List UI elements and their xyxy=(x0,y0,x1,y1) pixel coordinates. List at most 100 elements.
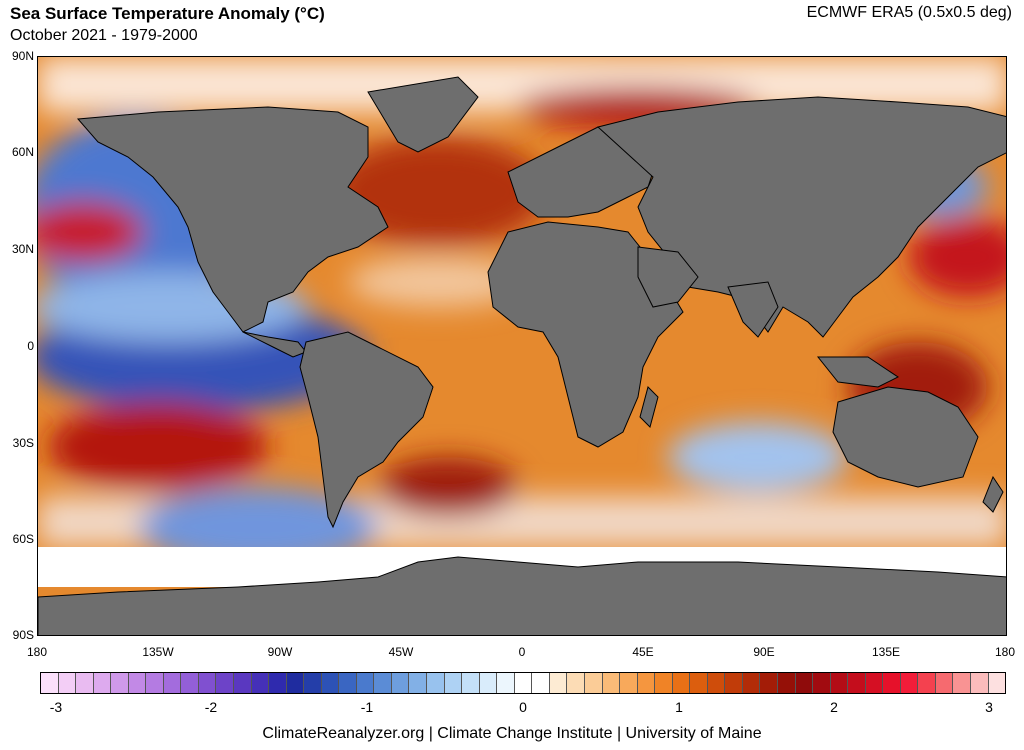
colorbar-cell xyxy=(216,673,235,693)
colorbar-cell xyxy=(830,673,849,693)
colorbar xyxy=(40,672,1006,694)
new-zealand xyxy=(982,475,1004,513)
lon-label-90w: 90W xyxy=(267,645,293,659)
india xyxy=(727,281,779,338)
lat-label-90s: 90S xyxy=(12,628,34,642)
colorbar-cell xyxy=(391,673,410,693)
greenland xyxy=(367,76,479,153)
colorbar-label-3: 3 xyxy=(985,699,993,715)
lat-label-60s: 60S xyxy=(12,532,34,546)
colorbar-cell xyxy=(549,673,568,693)
colorbar-cell xyxy=(356,673,375,693)
africa xyxy=(487,221,684,448)
colorbar-cell xyxy=(163,673,182,693)
lon-label-90e: 90E xyxy=(753,645,775,659)
colorbar-cell xyxy=(988,673,1006,693)
colorbar-cell xyxy=(128,673,147,693)
colorbar-cell xyxy=(584,673,603,693)
colorbar-cell xyxy=(883,673,901,693)
colorbar-cell xyxy=(497,673,515,693)
colorbar-label-neg3: -3 xyxy=(49,699,63,715)
colorbar-cell xyxy=(514,673,533,693)
colorbar-cell xyxy=(41,673,59,693)
europe xyxy=(507,126,659,218)
colorbar-cell xyxy=(935,673,954,693)
colorbar-cell xyxy=(900,673,919,693)
north-america xyxy=(76,106,389,333)
colorbar-cell xyxy=(76,673,94,693)
lon-label-45w: 45W xyxy=(388,645,414,659)
colorbar-cell xyxy=(567,673,585,693)
colorbar-label-neg1: -1 xyxy=(360,699,374,715)
madagascar xyxy=(639,386,659,428)
colorbar-cell xyxy=(251,673,270,693)
colorbar-cell xyxy=(479,673,498,693)
colorbar-cell xyxy=(234,673,252,693)
colorbar-cell xyxy=(532,673,550,693)
atlantic-pale-band xyxy=(348,257,528,307)
colorbar-cell xyxy=(339,673,357,693)
south-america xyxy=(299,331,434,529)
lat-label-30n: 30N xyxy=(11,242,34,256)
colorbar-cell xyxy=(707,673,726,693)
colorbar-cell xyxy=(725,673,743,693)
colorbar-cell xyxy=(953,673,971,693)
colorbar-cell xyxy=(269,673,287,693)
lat-label-60n: 60N xyxy=(11,145,34,159)
colorbar-cell xyxy=(655,673,673,693)
antarctica xyxy=(38,556,1006,635)
colorbar-cell xyxy=(146,673,164,693)
colorbar-cell xyxy=(918,673,936,693)
colorbar-cell xyxy=(444,673,463,693)
lon-label-135e: 135E xyxy=(871,645,901,659)
colorbar-cell xyxy=(637,673,656,693)
colorbar-cell xyxy=(777,673,796,693)
lon-label-135w: 135W xyxy=(142,645,174,659)
colorbar-label-neg2: -2 xyxy=(204,699,218,715)
colorbar-label-1: 1 xyxy=(675,699,683,715)
lon-label-45e: 45E xyxy=(632,645,654,659)
ne-pacific-warm-blob xyxy=(38,202,143,262)
colorbar-cell xyxy=(286,673,305,693)
south-atlantic-warm xyxy=(378,457,518,517)
colorbar-cell xyxy=(813,673,831,693)
colorbar-label-2: 2 xyxy=(830,699,838,715)
colorbar-cell xyxy=(760,673,778,693)
lon-label-180e: 180 xyxy=(994,645,1016,659)
nw-pacific-warm xyxy=(908,217,1006,297)
colorbar-cell xyxy=(620,673,638,693)
colorbar-cell xyxy=(409,673,428,693)
lon-label-0: 0 xyxy=(518,645,526,659)
colorbar-cell xyxy=(672,673,691,693)
footer-credit: ClimateReanalyzer.org | Climate Change I… xyxy=(262,725,762,742)
colorbar-cell xyxy=(602,673,621,693)
lat-label-90n: 90N xyxy=(11,49,34,63)
data-source: ECMWF ERA5 (0.5x0.5 deg) xyxy=(806,4,1012,21)
colorbar-cell xyxy=(304,673,322,693)
colorbar-cell xyxy=(93,673,112,693)
indian-ocean-cool xyxy=(668,422,848,492)
colorbar-cell xyxy=(865,673,884,693)
colorbar-cell xyxy=(848,673,866,693)
lat-label-equator: 0 xyxy=(27,339,34,353)
colorbar-cell xyxy=(321,673,340,693)
indonesia xyxy=(816,356,899,388)
colorbar-cell xyxy=(690,673,708,693)
colorbar-cell xyxy=(742,673,761,693)
colorbar-cell xyxy=(181,673,199,693)
australia xyxy=(832,386,979,488)
sst-anomaly-map xyxy=(37,56,1007,636)
colorbar-cell xyxy=(374,673,392,693)
south-pacific-warm-blob xyxy=(48,402,268,492)
colorbar-cell xyxy=(795,673,814,693)
arabia xyxy=(637,246,699,308)
colorbar-cell xyxy=(111,673,129,693)
colorbar-cell xyxy=(58,673,77,693)
land-masses xyxy=(38,76,1006,635)
lon-label-180w: 180 xyxy=(26,645,48,659)
world-map-svg xyxy=(38,57,1006,635)
map-subtitle: October 2021 - 1979-2000 xyxy=(10,27,198,44)
colorbar-cell xyxy=(427,673,445,693)
colorbar-cell xyxy=(198,673,217,693)
colorbar-cell xyxy=(970,673,989,693)
